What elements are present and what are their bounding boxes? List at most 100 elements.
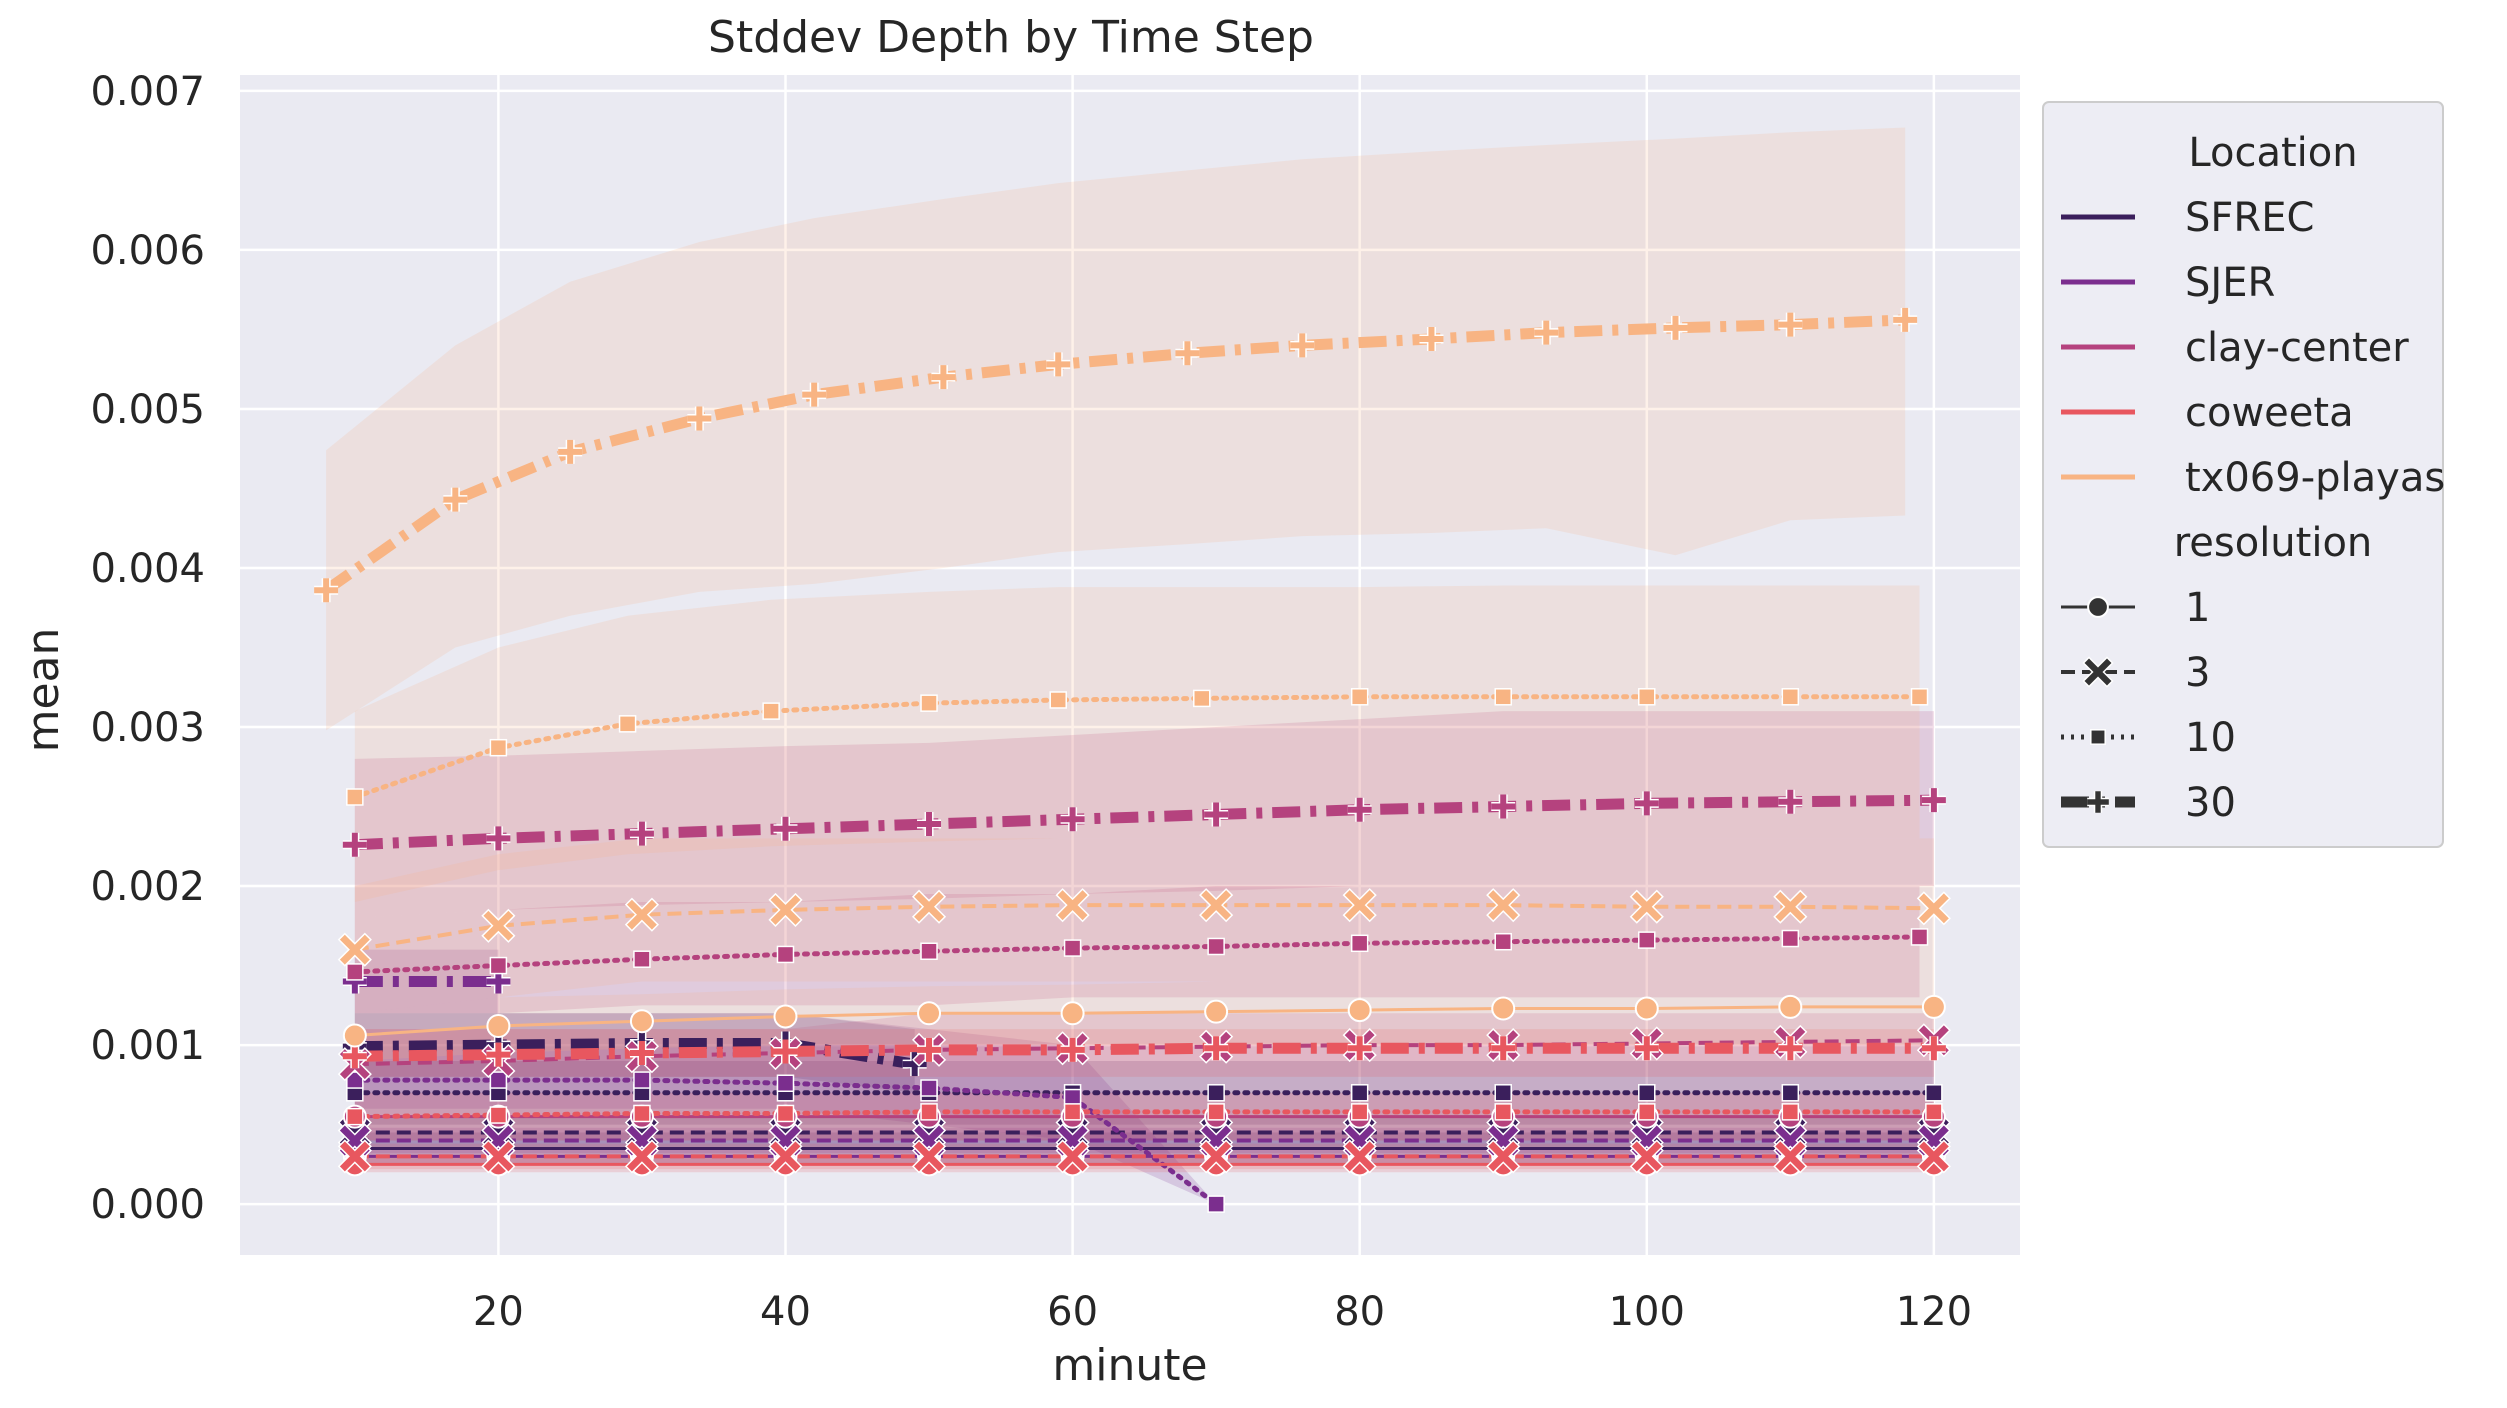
- line-tx069-playas-res-30: [322, 314, 1906, 595]
- marker-tx069-playas-res-3-stroke: [1057, 890, 1088, 921]
- legend-item-clay-center[interactable]: clay-center: [2061, 325, 2409, 371]
- legend-item-res-10[interactable]: 10: [2061, 715, 2236, 761]
- marker-coweeta-res-3-stroke: [1488, 1141, 1519, 1172]
- marker-tx069-playas-res-3-stroke: [1201, 890, 1232, 921]
- marker-clay-center-res-10: [776, 945, 795, 964]
- marker-coweeta-res-10: [776, 1104, 795, 1123]
- marker-coweeta-res-30-stroke: [917, 1037, 942, 1062]
- marker-clay-center-res-30-stroke: [1778, 789, 1803, 814]
- marker-clay-center-res-30-stroke: [1491, 794, 1516, 819]
- marker-sjer-res-10: [920, 1079, 938, 1097]
- legend-item-coweeta[interactable]: coweeta: [2061, 390, 2354, 436]
- legend-item-sfrec[interactable]: SFREC: [2061, 195, 2314, 241]
- marker-sfrec-res-10: [1207, 1084, 1225, 1102]
- marker-tx069-playas-res-30-stroke: [687, 406, 712, 431]
- y-tick-label: 0.002: [90, 864, 205, 910]
- y-tick-label: 0.005: [90, 387, 205, 433]
- marker-tx069-playas-res-10: [1494, 688, 1512, 706]
- marker-clay-center-res-30-stroke: [342, 832, 367, 857]
- legend-item-res-30[interactable]: 30: [2061, 780, 2236, 826]
- marker-sfrec-res-30-stroke: [902, 1052, 927, 1077]
- marker-clay-center-res-30-stroke: [486, 826, 511, 851]
- marker-coweeta-res-3-stroke: [1775, 1141, 1806, 1172]
- legend-label: tx069-playas: [2185, 455, 2445, 501]
- marker-tx069-playas-res-10: [762, 702, 780, 720]
- marker-tx069-playas-res-30-stroke: [558, 439, 583, 464]
- marker-tx069-playas-res-10: [1781, 688, 1800, 706]
- marker-coweeta-res-30-stroke: [1347, 1036, 1372, 1061]
- marker-sjer-res-10: [489, 1071, 508, 1089]
- legend-marker: [2090, 729, 2106, 745]
- marker-coweeta-res-3-stroke: [1057, 1141, 1088, 1172]
- marker-sjer-res-10: [633, 1071, 651, 1089]
- marker-coweeta-res-30-stroke: [1778, 1036, 1803, 1061]
- legend-label: 30: [2185, 780, 2236, 826]
- y-tick-label: 0.007: [90, 69, 205, 115]
- confidence-bands: [326, 127, 1934, 1205]
- marker-clay-center-res-30-stroke: [629, 821, 654, 846]
- marker-tx069-playas-res-10: [1193, 689, 1211, 708]
- marker-coweeta-res-30-stroke: [1921, 1036, 1946, 1061]
- marker-clay-center-res-10: [1638, 931, 1656, 949]
- marker-coweeta-res-30-stroke: [1491, 1036, 1516, 1061]
- x-tick-label: 20: [473, 1289, 524, 1335]
- marker-sjer-res-10: [346, 1071, 364, 1089]
- marker-tx069-playas-res-1: [1778, 994, 1803, 1019]
- marker-tx069-playas-res-10: [1638, 688, 1656, 706]
- legend-item-res-1[interactable]: 1: [2061, 585, 2210, 631]
- marker-tx069-playas-res-30-stroke: [1046, 352, 1071, 377]
- marker-tx069-playas-res-3-stroke: [339, 934, 370, 965]
- marker-tx069-playas-res-10: [1350, 688, 1369, 706]
- marker-tx069-playas-res-10: [1049, 691, 1067, 709]
- line-tx069-playas-res-3: [354, 903, 1934, 952]
- legend-item-res-3[interactable]: 3: [2061, 650, 2210, 696]
- line-clay-center-res-10: [352, 934, 1923, 975]
- x-tick-label: 120: [1896, 1289, 1972, 1335]
- marker-clay-center-res-10: [633, 950, 651, 968]
- line-tx069-playas-res-1: [354, 1005, 1934, 1038]
- line-coweeta-res-10: [352, 1109, 1937, 1120]
- y-tick-label: 0.003: [90, 705, 205, 751]
- marker-sjer-res-10: [1207, 1195, 1225, 1213]
- marker-coweeta-res-10: [1638, 1103, 1656, 1121]
- marker-coweeta-res-3-stroke: [1631, 1141, 1662, 1172]
- x-tick-labels: 20 40 60 80 100 120: [473, 1289, 1972, 1335]
- legend-frame: [2042, 101, 2444, 848]
- marker-tx069-playas-res-1: [1060, 1001, 1085, 1026]
- marker-clay-center-res-30-stroke: [1347, 797, 1372, 822]
- marker-coweeta-res-10: [1781, 1103, 1800, 1121]
- legend-label: coweeta: [2185, 390, 2354, 436]
- marker-tx069-playas-res-30-stroke: [1893, 307, 1918, 332]
- marker-coweeta-res-3-stroke: [770, 1141, 801, 1172]
- marker-coweeta-res-3-stroke: [626, 1141, 657, 1172]
- legend-label: SFREC: [2185, 195, 2314, 241]
- marker-clay-center-res-10: [1910, 928, 1929, 946]
- band-tx069-playas-res-3: [354, 838, 1934, 1014]
- legend-marker-stroke: [2087, 791, 2109, 813]
- marker-tx069-playas-res-30-stroke: [1663, 315, 1688, 340]
- legend-hue-title: Location: [2188, 130, 2357, 176]
- marker-tx069-playas-res-3-stroke: [1631, 891, 1662, 922]
- marker-coweeta-res-10: [1207, 1103, 1225, 1121]
- marker-clay-center-res-10: [1063, 939, 1082, 957]
- legend-marker-stroke: [2084, 658, 2112, 686]
- legend-item-tx069-playas[interactable]: tx069-playas: [2061, 455, 2445, 501]
- line-tx069-playas-res-10: [352, 694, 1923, 800]
- marker-tx069-playas-res-10: [618, 715, 637, 733]
- marker-clay-center-res-10: [1207, 937, 1225, 956]
- band-clay-center-res-3: [354, 1013, 1934, 1093]
- marker-tx069-playas-res-1: [917, 1001, 942, 1026]
- marker-tx069-playas-res-30-stroke: [1778, 312, 1803, 337]
- marker-coweeta-res-3-stroke: [1344, 1141, 1375, 1172]
- marker-tx069-playas-res-3-stroke: [1488, 890, 1519, 921]
- legend-item-sjer[interactable]: SJER: [2061, 260, 2275, 306]
- line-clay-center-res-3: [354, 1038, 1934, 1067]
- legend[interactable]: Location SFREC SJER clay-center coweeta tx069…: [2042, 101, 2445, 848]
- marker-sfrec-res-10: [1781, 1084, 1800, 1102]
- marker-coweeta-res-30-stroke: [1204, 1036, 1229, 1061]
- marker-tx069-playas-res-1: [1204, 999, 1229, 1024]
- marker-coweeta-res-30-stroke: [629, 1041, 654, 1066]
- marker-coweeta-res-30-stroke: [773, 1039, 798, 1064]
- marker-tx069-playas-res-3-stroke: [483, 910, 514, 941]
